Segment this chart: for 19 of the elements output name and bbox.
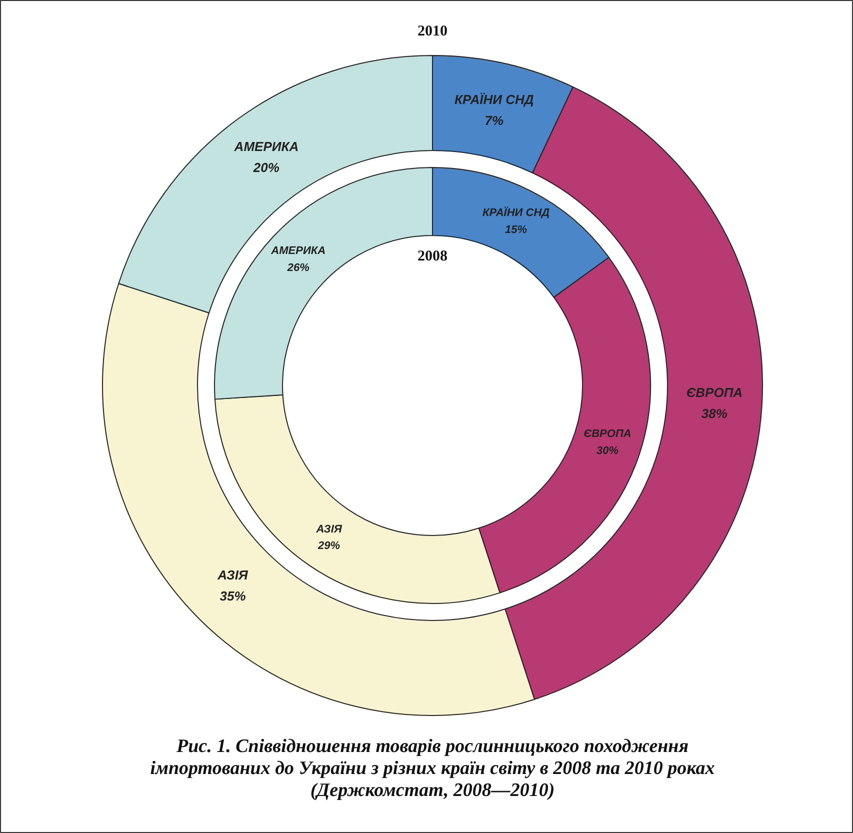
slice-label: 2008: [418, 248, 448, 264]
slice-label: АЗІЯ: [216, 567, 248, 582]
data-label: 35%: [220, 588, 246, 604]
data-label: 26%: [286, 262, 310, 274]
data-label: 20%: [252, 160, 280, 175]
data-label: 29%: [317, 540, 340, 552]
data-label: 38%: [701, 406, 728, 422]
text: Рис. 1. Співвідношення товарів рослинницького походження імпортованих до України з різних країн світу в 2008 та 2010 роках (Держкомстат, 2008—2010): [150, 736, 716, 802]
slice-label: АЗІЯ: [315, 523, 343, 536]
slice-label: АМЕРИКА: [270, 245, 326, 258]
slice-label: 2010: [418, 24, 448, 40]
slice-label: КРАЇНИ СНД: [482, 206, 550, 220]
slice-label: КРАЇНИ СНД: [454, 92, 534, 107]
data-label: 15%: [505, 224, 528, 236]
data-label: 7%: [484, 112, 504, 128]
data-label: 30%: [596, 444, 619, 457]
slice-label: АМЕРИКА: [233, 138, 299, 154]
slice-label: ЄВРОПА: [584, 428, 632, 440]
slice-label: ЄВРОПА: [686, 385, 743, 400]
